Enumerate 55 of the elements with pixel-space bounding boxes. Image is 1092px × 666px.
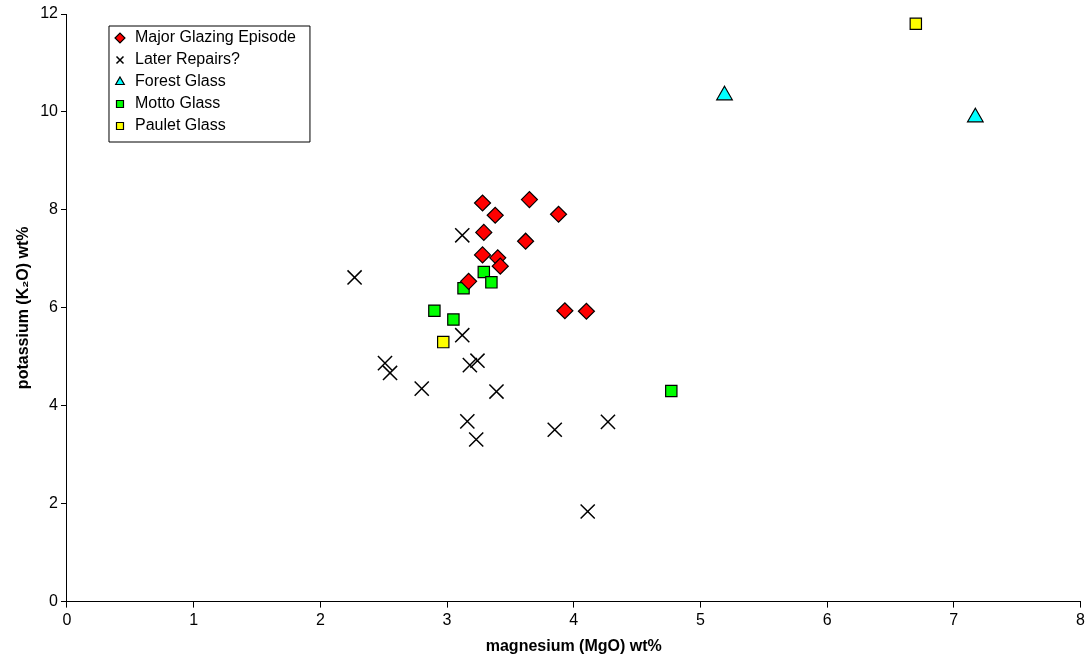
legend-label: Forest Glass: [135, 72, 226, 90]
x-axis-title: magnesium (MgO) wt%: [485, 636, 662, 654]
point: [477, 265, 491, 279]
point: [491, 257, 509, 275]
point: [473, 194, 492, 212]
point: [377, 355, 393, 371]
point: [488, 383, 505, 400]
y-tick-label: 6: [49, 298, 59, 316]
y-tick-label: 10: [40, 102, 59, 120]
point: [473, 246, 492, 264]
point: [413, 380, 430, 397]
point: [577, 302, 596, 320]
point: [549, 205, 568, 223]
x-tick-label: 0: [62, 610, 72, 628]
point: [475, 223, 493, 241]
x-tick-label: 3: [442, 610, 452, 628]
point: [447, 313, 460, 326]
point: [460, 272, 478, 290]
legend-label: Paulet Glass: [135, 116, 226, 134]
legend-label: Motto Glass: [135, 94, 221, 112]
x-tick-label: 6: [822, 610, 832, 628]
x-tick-label: 4: [569, 610, 579, 628]
x-tick-label: 5: [695, 610, 705, 628]
point: [468, 431, 485, 448]
point: [665, 384, 678, 398]
point: [546, 421, 563, 438]
x-tick-label: 7: [949, 610, 959, 628]
point: [520, 190, 539, 209]
x-tick-label: 1: [189, 610, 199, 628]
point: [437, 335, 450, 349]
legend-label: Later Repairs?: [135, 50, 241, 68]
point: [428, 304, 441, 317]
x-tick-label: 8: [1076, 610, 1086, 628]
y-axis-title: potassium (K₂O) wt%: [14, 226, 32, 390]
y-tick-label: 8: [49, 200, 59, 218]
x-tick-label: 2: [315, 610, 325, 628]
point: [382, 365, 398, 381]
y-tick-label: 0: [49, 592, 59, 610]
point: [909, 17, 923, 31]
y-tick-label: 12: [40, 4, 59, 22]
point: [579, 503, 596, 520]
y-tick-label: 2: [49, 494, 59, 512]
point: [469, 352, 486, 369]
y-tick-label: 4: [49, 396, 59, 414]
legend-label: Major Glazing Episode: [135, 28, 297, 46]
point: [346, 269, 363, 286]
point: [600, 414, 616, 430]
point: [517, 232, 535, 250]
point: [485, 276, 498, 289]
point: [454, 327, 471, 344]
point: [462, 357, 478, 373]
point: [556, 302, 574, 320]
point: [486, 206, 504, 224]
point: [459, 413, 476, 430]
point: [454, 227, 471, 244]
